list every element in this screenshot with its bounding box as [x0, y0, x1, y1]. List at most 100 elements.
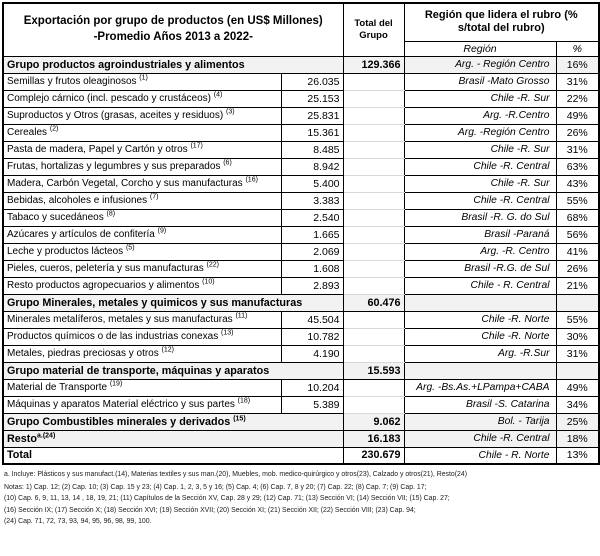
pct-cell: 49% [555, 106, 600, 125]
footnote-ref: (9) [157, 227, 167, 235]
pct-cell: 34% [555, 395, 600, 414]
pct-cell: 41% [555, 242, 600, 261]
group-total-value: 16.183 [342, 429, 405, 448]
pct-cell: 55% [555, 310, 600, 329]
leading-region-cell: Arg. -R.Centro [403, 106, 557, 125]
footnote-ref: (1) [139, 74, 148, 82]
table-row: Suproductos y Otros (grasas, aceites y r… [2, 106, 600, 125]
row-value: 2.540 [280, 208, 344, 227]
table-row: Resto productos agropecuarios y alimento… [2, 276, 600, 295]
footnote-ref: a.(24) [37, 431, 56, 439]
table-row: Madera, Carbón Vegetal, Corcho y sus man… [2, 174, 600, 193]
row-label: Leche y productos lácteos (5) [2, 242, 282, 261]
leading-region-cell: Bol. - Tarija [403, 412, 557, 431]
total-group-cell [342, 140, 405, 159]
pct-cell: 31% [555, 72, 600, 91]
leading-region-cell: Arg. -R.Sur [403, 344, 557, 363]
total-group-cell [342, 242, 405, 261]
row-label: Grupo Minerales, metales y quimicos y su… [2, 293, 344, 312]
leading-region-cell: Chile -R. Central [403, 429, 557, 448]
table-row: Pieles, cueros, peletería y sus manufact… [2, 259, 600, 278]
group-total-value: 129.366 [342, 55, 405, 74]
total-group-cell [342, 378, 405, 397]
footnote-ref: (13) [221, 329, 234, 337]
table-body: Grupo productos agroindustriales y alime… [2, 55, 600, 465]
total-group-cell [342, 191, 405, 210]
table-row: Leche y productos lácteos (5) 2.069 Arg. -… [2, 242, 600, 261]
table-row: Material de Transporte (19) 10.204 Arg. -B… [2, 378, 600, 397]
leading-region-cell: Brasil -R. G. do Sul [403, 208, 557, 227]
row-label: Bebidas, alcoholes e infusiones (7) [2, 191, 282, 210]
total-group-cell [342, 276, 405, 295]
total-group-column-header: Total del Grupo [342, 2, 405, 57]
region-subheader: Región [403, 40, 557, 57]
pct-cell: 25% [555, 412, 600, 431]
pct-cell: 21% [555, 276, 600, 295]
leading-region-cell [403, 293, 557, 312]
row-value: 1.608 [280, 259, 344, 278]
row-label: Madera, Carbón Vegetal, Corcho y sus man… [2, 174, 282, 193]
total-group-cell [342, 259, 405, 278]
pct-cell: 55% [555, 191, 600, 210]
footnote-ref: (4) [213, 91, 223, 99]
total-group-cell [342, 72, 405, 91]
table-row: Máquinas y aparatos Material eléctrico y… [2, 395, 600, 414]
row-label: Frutas, hortalizas y legumbres y sus pre… [2, 157, 282, 176]
pct-cell: 16% [555, 55, 600, 74]
footnotes: a. Incluye: Plásticos y sus manufact.(14… [2, 465, 598, 528]
group-total-value: 230.679 [342, 446, 405, 465]
leading-region-cell: Chile - R. Norte [403, 446, 557, 465]
row-value: 15.361 [280, 123, 344, 142]
leading-region-cell: Chile -R. Norte [403, 327, 557, 346]
row-value: 3.383 [280, 191, 344, 210]
total-group-cell [342, 174, 405, 193]
leading-region-cell: Arg. -R. Centro [403, 242, 557, 261]
row-value: 2.893 [280, 276, 344, 295]
footnote-ref: (19) [109, 380, 123, 388]
footnote-ref: (15) [233, 414, 246, 422]
total-header-line2: Grupo [359, 29, 388, 41]
pct-cell: 68% [555, 208, 600, 227]
row-label: Material de Transporte (19) [2, 378, 282, 397]
table-row: Total 230.679 Chile - R. Norte 13% [2, 446, 600, 465]
row-value: 25.153 [280, 89, 344, 108]
row-label: Productos químicos o de las industrias c… [2, 327, 282, 346]
leading-region-cell: Arg. - Región Centro [403, 55, 557, 74]
row-value: 1.665 [280, 225, 344, 244]
leading-region-cell: Chile - R. Central [403, 276, 557, 295]
table-title-line2: -Promedio Años 2013 a 2022- [93, 30, 253, 43]
pct-cell: 26% [555, 259, 600, 278]
row-value: 10.782 [280, 327, 344, 346]
footnote-line: (16) Sección IX; (17) Sección X; (18) Se… [4, 506, 416, 514]
group-total-value: 60.476 [342, 293, 405, 312]
table-row: Grupo Minerales, metales y quimicos y su… [2, 293, 600, 312]
table-row: Metales, piedras preciosas y otros (12) 4… [2, 344, 600, 363]
region-leader-header: Región que lidera el rubro (% s/total de… [403, 2, 600, 42]
row-value: 26.035 [280, 72, 344, 91]
row-label: Cereales (2) [2, 123, 282, 142]
leading-region-cell: Chile -R. Sur [403, 140, 557, 159]
footnote-ref: (8) [106, 210, 116, 218]
pct-cell: 26% [555, 123, 600, 142]
footnote-ref: (5) [125, 244, 135, 252]
footnote-ref: (2) [49, 125, 59, 133]
total-group-cell [342, 123, 405, 142]
footnote-ref: (10) [202, 278, 215, 286]
total-group-cell [342, 106, 405, 125]
table-row: Bebidas, alcoholes e infusiones (7) 3.383… [2, 191, 600, 210]
leading-region-cell [403, 361, 557, 380]
row-label: Pasta de madera, Papel y Cartón y otros … [2, 140, 282, 159]
pct-cell: 43% [555, 174, 600, 193]
footnote-ref: (18) [237, 397, 251, 405]
table-row: Cereales (2) 15.361 Arg. -Región Centro 26% [2, 123, 600, 142]
total-header-line1: Total del [354, 17, 393, 29]
leading-region-cell: Arg. -Región Centro [403, 123, 557, 142]
total-group-cell [342, 225, 405, 244]
leading-region-cell: Chile -R. Sur [403, 174, 557, 193]
row-value: 5.400 [280, 174, 344, 193]
table-row: Minerales metalíferos, metales y sus man… [2, 310, 600, 329]
table-row: Restoa.(24) 16.183 Chile -R. Central 18% [2, 429, 600, 448]
total-group-cell [342, 208, 405, 227]
row-label: Suproductos y Otros (grasas, aceites y r… [2, 106, 282, 125]
total-group-cell [342, 395, 405, 414]
